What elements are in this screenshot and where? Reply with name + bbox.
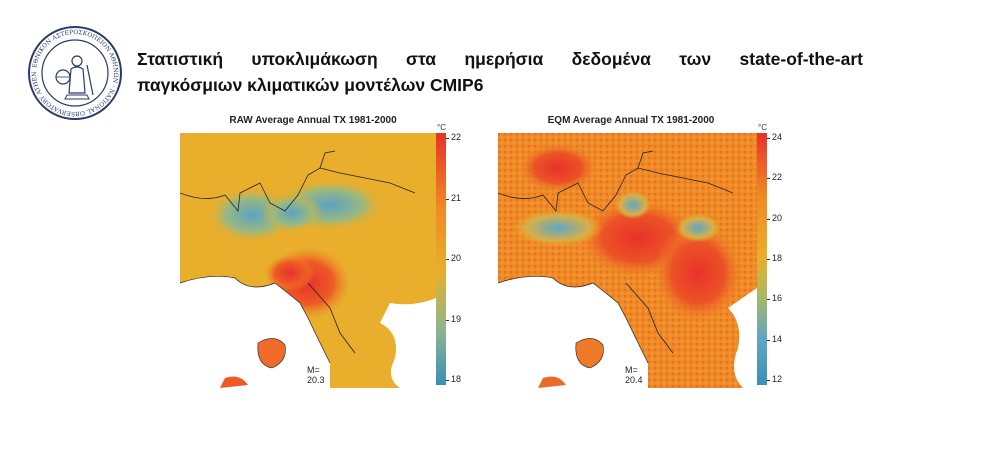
page-title: Στατιστική υποκλιμάκωση στα ημερήσια δεδ… [137, 46, 863, 98]
title-line-2: παγκόσμιων κλιματικών μοντέλων CMIP6 [137, 75, 484, 95]
eqm-colorbar-tick-label: 12 [772, 374, 783, 384]
raw-colorbar-tick-label: 18 [451, 374, 462, 384]
raw-colorbar-tick-label: 21 [451, 192, 462, 203]
eqm-map-image [498, 133, 764, 388]
eqm-colorbar-tick-label: 20 [772, 212, 783, 223]
raw-mean-label: M= 20.3 [307, 365, 325, 385]
eqm-colorbar-tick-label: 24 [772, 132, 783, 142]
eqm-colorbar-tick-label: 14 [772, 333, 783, 344]
eqm-colorbar-tickmark [767, 138, 770, 139]
raw-colorbar-tickmark [446, 319, 449, 321]
eqm-colorbar-tickmark [767, 339, 770, 341]
raw-colorbar-tickmark [446, 138, 449, 139]
eqm-colorbar-tickmark [767, 380, 770, 381]
title-line-1: Στατιστική υποκλιμάκωση στα ημερήσια δεδ… [137, 49, 863, 69]
eqm-mean-label: M= 20.4 [625, 365, 643, 385]
eqm-colorbar-tickmark [767, 218, 770, 220]
raw-colorbar-tickmark [446, 198, 449, 200]
observatory-seal-icon: ΕΘΝΙΚΟΝ ΑΣΤΕΡΟΣΚΟΠΕΙΟΝ ΑΘΗΝΩΝ · NATIONAL… [25, 20, 122, 120]
raw-colorbar-tickmark [446, 259, 449, 260]
eqm-colorbar-tick-label: 18 [772, 253, 783, 263]
eqm-colorbar-tick-label: 16 [772, 293, 783, 304]
eqm-colorbar-tickmark [767, 178, 770, 180]
raw-colorbar-tick-label: 20 [451, 253, 462, 263]
eqm-colorbar [757, 133, 767, 385]
raw-colorbar [436, 133, 446, 385]
eqm-colorbar-tick-label: 22 [772, 172, 783, 183]
raw-colorbar-unit: °C [437, 123, 446, 132]
eqm-colorbar-tickmark [767, 299, 770, 301]
raw-colorbar-tick-label: 19 [451, 313, 462, 324]
observatory-logo: ΕΘΝΙΚΟΝ ΑΣΤΕΡΟΣΚΟΠΕΙΟΝ ΑΘΗΝΩΝ · NATIONAL… [25, 20, 123, 121]
raw-colorbar-tick-label: 22 [451, 132, 462, 142]
raw-colorbar-tickmark [446, 380, 449, 381]
raw-map-image [180, 133, 446, 388]
raw-map-title: RAW Average Annual TX 1981-2000 [229, 115, 397, 126]
eqm-colorbar-tickmark [767, 259, 770, 260]
eqm-map-title: EQM Average Annual TX 1981-2000 [547, 115, 715, 126]
eqm-colorbar-unit: °C [758, 123, 767, 132]
